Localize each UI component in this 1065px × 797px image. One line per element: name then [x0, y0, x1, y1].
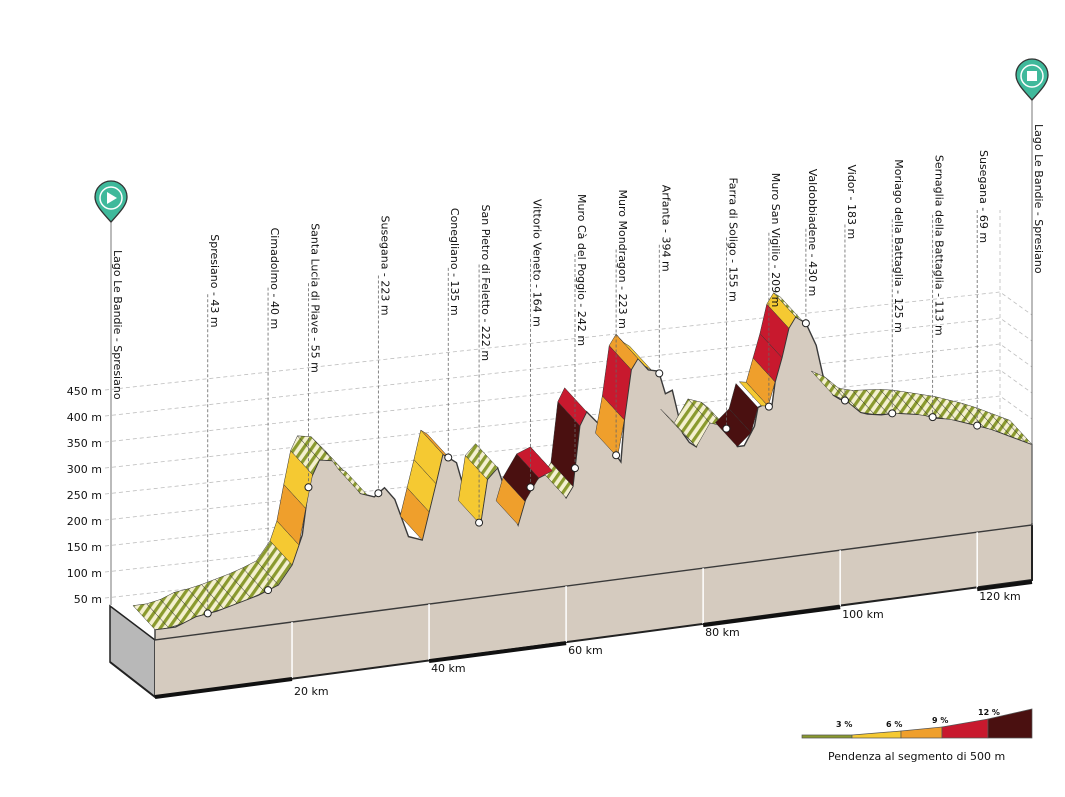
y-tick: 300 m	[67, 463, 102, 476]
legend-swatch-max	[987, 708, 1033, 739]
y-tick: 450 m	[67, 385, 102, 398]
waypoint-label: Valdobbiadene - 430 m	[806, 169, 819, 297]
legend-label-6: 6 %	[886, 720, 902, 729]
legend-label-9: 9 %	[932, 716, 948, 725]
start-marker: Lago Le Bandie - Spresiano	[94, 180, 128, 605]
finish-marker: Lago Le Bandie - Spresiano	[1015, 58, 1049, 523]
waypoint-dot	[888, 409, 897, 418]
slope-segment	[337, 469, 369, 496]
waypoint-label: Susegana - 69 m	[977, 150, 990, 243]
waypoint-dot	[374, 489, 383, 498]
grid-line	[104, 369, 1033, 469]
waypoint-label: San Pietro di Feletto - 222 m	[479, 205, 492, 362]
km-markers: 20 km 40 km 60 km 80 km 100 km 120 km	[154, 532, 1033, 699]
km-label: 100 km	[842, 608, 884, 621]
y-tick: 400 m	[67, 411, 102, 424]
y-tick: 100 m	[67, 567, 102, 580]
km-label: 20 km	[294, 685, 329, 698]
waypoints: Spresiano - 43 m Cimadolmo - 40 m Santa Lu…	[203, 150, 990, 618]
waypoint-dot	[655, 369, 664, 378]
waypoint-dot	[444, 453, 453, 462]
base-outline	[109, 525, 1033, 699]
waypoint-label: Vittorio Veneto - 164 m	[530, 199, 543, 327]
waypoint-dot	[801, 319, 810, 328]
waypoint-dot	[840, 396, 849, 405]
waypoint-label: Spresiano - 43 m	[208, 234, 221, 327]
km-label: 60 km	[568, 644, 603, 657]
waypoint-label: Arfanta - 394 m	[659, 185, 672, 272]
km-label: 80 km	[705, 626, 740, 639]
legend-label-3: 3 %	[836, 720, 852, 729]
grid-line	[104, 291, 1033, 391]
legend-swatch-3	[801, 734, 853, 739]
legend-label-12: 12 %	[978, 708, 1000, 717]
stop-icon	[1027, 71, 1037, 81]
waypoint-dot	[203, 609, 212, 618]
y-tick: 350 m	[67, 437, 102, 450]
y-axis: 50 m 100 m 150 m 200 m 250 m 300 m 350 m…	[67, 385, 102, 606]
waypoint-label: Conegliano - 135 m	[448, 208, 461, 316]
km-label: 120 km	[979, 590, 1021, 603]
grid-line	[104, 343, 1033, 443]
slope-segment	[1002, 417, 1033, 445]
waypoint-label: Santa Lucia di Piave - 55 m	[308, 223, 321, 373]
waypoint-dot	[764, 402, 773, 411]
waypoint-dot	[612, 451, 621, 460]
waypoint-dot	[475, 518, 484, 527]
profile-base	[109, 525, 1033, 699]
legend-swatch-9	[900, 726, 943, 739]
slope-segment	[622, 341, 652, 371]
grid-line	[104, 317, 1033, 417]
waypoint-label: Sernaglia della Battaglia - 113 m	[933, 155, 946, 336]
slope-segment	[290, 435, 320, 476]
waypoint-label: Vidor - 183 m	[845, 164, 858, 239]
waypoint-label: Cimadolmo - 40 m	[268, 228, 281, 330]
slope-segments	[132, 292, 1033, 630]
waypoint-label: Muro Cà del Poggio - 242 m	[575, 194, 588, 346]
base-front-face	[155, 525, 1032, 697]
waypoint-label: Farra di Soligo - 155 m	[726, 177, 739, 301]
waypoint-dot	[526, 483, 535, 492]
gradient-legend: 3 % 6 % 9 % 12 % Pendenza al segmento di…	[801, 708, 1033, 763]
waypoint-label: Muro San Vigilio - 209 m	[769, 173, 782, 308]
start-label: Lago Le Bandie - Spresiano	[111, 250, 124, 400]
slope-segment	[557, 387, 587, 427]
legend-caption: Pendenza al segmento di 500 m	[828, 750, 1005, 763]
waypoint-dot	[264, 586, 273, 595]
y-tick: 150 m	[67, 541, 102, 554]
waypoint-dot	[928, 413, 937, 422]
finish-label: Lago Le Bandie - Spresiano	[1032, 124, 1045, 274]
km-band	[702, 605, 841, 628]
km-band	[154, 677, 293, 699]
y-tick: 200 m	[67, 515, 102, 528]
slope-segment	[773, 292, 803, 322]
legend-swatch-6	[851, 730, 902, 739]
waypoint-label: Moriago della Battaglia - 125 m	[892, 159, 905, 333]
km-band	[976, 580, 1033, 592]
km-band	[428, 641, 567, 664]
play-icon	[107, 192, 117, 204]
grid-line	[104, 395, 1033, 495]
y-tick: 50 m	[74, 593, 102, 606]
waypoint-dot	[722, 424, 731, 433]
legend-swatch-12	[941, 718, 989, 739]
waypoint-dot	[571, 464, 580, 473]
waypoint-dot	[304, 483, 313, 492]
y-tick: 250 m	[67, 489, 102, 502]
km-label: 40 km	[431, 662, 466, 675]
waypoint-label: Muro Mondragon - 223 m	[616, 190, 629, 329]
slope-segment	[464, 443, 498, 480]
slope-segment	[728, 383, 759, 434]
waypoint-label: Susegana - 223 m	[378, 216, 391, 316]
waypoint-dot	[973, 421, 982, 430]
